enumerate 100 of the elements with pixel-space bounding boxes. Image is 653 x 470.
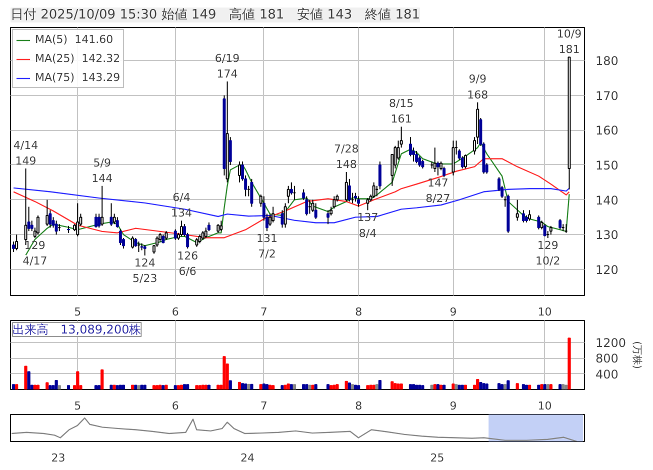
bar	[164, 384, 168, 390]
x-tick-label: 5	[74, 400, 82, 412]
bar	[284, 384, 287, 390]
bar	[12, 384, 16, 390]
candlestick	[348, 178, 351, 202]
y-tick-label: 400	[596, 367, 618, 382]
y-tick-label: 170	[596, 88, 618, 103]
bar	[36, 384, 40, 390]
candlestick	[436, 161, 440, 176]
bar	[330, 385, 333, 390]
bar	[430, 384, 434, 390]
bar	[27, 371, 30, 390]
candlestick	[543, 224, 546, 237]
x-tick-label: 25	[430, 452, 444, 464]
bar	[259, 384, 262, 390]
y-tick-label: 160	[596, 124, 618, 138]
annotation: 131 7/2	[256, 232, 278, 261]
candlestick	[15, 234, 18, 251]
bar	[314, 384, 318, 390]
bar	[366, 385, 370, 390]
bar	[460, 384, 464, 390]
bar	[182, 384, 186, 390]
annotation: 6/19 174	[214, 52, 240, 80]
candlestick	[372, 182, 376, 199]
candlestick	[54, 220, 58, 236]
candlestick	[174, 228, 177, 240]
bar	[500, 384, 504, 390]
bar	[228, 380, 232, 390]
candlestick	[280, 210, 284, 228]
bar	[439, 384, 443, 390]
candlestick	[46, 199, 49, 226]
candlestick	[250, 178, 254, 208]
bar	[180, 384, 184, 390]
bar	[543, 384, 546, 390]
legend-label: MA(25) 142.32	[35, 52, 120, 65]
candlestick	[143, 244, 146, 256]
candlestick	[558, 218, 562, 230]
bar	[336, 384, 339, 390]
bar	[250, 384, 254, 390]
bar	[272, 385, 275, 390]
bar	[268, 384, 272, 390]
bar	[15, 384, 18, 390]
bar	[76, 371, 80, 390]
bar	[442, 384, 446, 390]
bar	[400, 384, 403, 390]
candlestick	[36, 214, 40, 236]
y-tick-label: 130	[596, 228, 618, 242]
bar	[207, 384, 211, 390]
x-tick-label: 9	[450, 306, 457, 318]
bar	[452, 384, 455, 390]
bar	[546, 384, 550, 390]
x-tick-label: 23	[51, 452, 66, 464]
y-axis-title: (万株)	[631, 341, 644, 369]
y-tick-label: 800	[596, 352, 618, 366]
bar	[396, 384, 400, 390]
candlestick	[464, 154, 467, 169]
bar	[311, 384, 314, 390]
bar	[378, 380, 382, 390]
candlestick	[350, 192, 354, 204]
candlestick	[344, 171, 348, 202]
bar	[356, 385, 360, 390]
annotation: 8/15 161	[388, 97, 414, 126]
bar	[302, 384, 306, 390]
bar	[116, 385, 119, 390]
bar	[308, 384, 312, 390]
bar	[247, 384, 250, 390]
candlestick	[100, 185, 104, 226]
bar	[137, 385, 140, 390]
candlestick	[131, 236, 134, 250]
bar	[537, 384, 540, 390]
bar	[110, 384, 113, 390]
bar	[522, 384, 526, 390]
y-tick-label: 180	[596, 54, 618, 68]
x-tick-label: 10	[538, 306, 552, 318]
bar	[476, 379, 480, 390]
bar	[326, 384, 330, 390]
bar	[48, 385, 52, 390]
annotation: 7/28 148	[334, 142, 359, 171]
annotation: 10/9 181	[556, 27, 582, 56]
bar	[143, 384, 146, 390]
bar	[458, 384, 461, 390]
bar	[482, 383, 486, 390]
candlestick	[326, 210, 330, 225]
bar	[216, 384, 220, 390]
annotation: 129 10/2	[536, 239, 560, 268]
x-tick-label: 8	[355, 306, 362, 318]
candlestick	[137, 241, 140, 252]
bar	[549, 384, 552, 390]
y-tick-label: 120	[596, 262, 618, 277]
bar	[464, 384, 467, 390]
candlestick	[537, 214, 540, 230]
line-series	[12, 187, 570, 224]
legend-label: MA(75) 143.29	[35, 71, 120, 84]
bar	[485, 384, 488, 390]
candlestick	[314, 202, 318, 220]
bar	[195, 385, 198, 390]
bar	[332, 384, 336, 390]
bar	[265, 384, 269, 390]
bar	[97, 385, 101, 390]
x-tick-label: 9	[450, 400, 457, 412]
